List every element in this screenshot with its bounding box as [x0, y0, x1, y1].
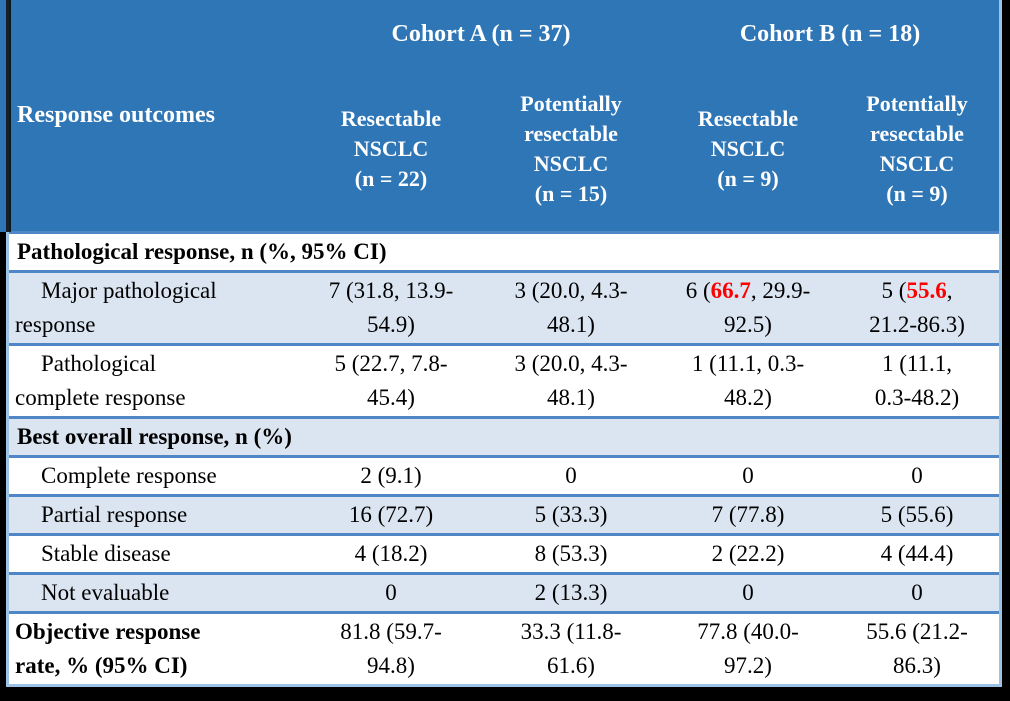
response-outcomes-table: Response outcomes Cohort A (n = 37) Coho…: [9, 0, 1000, 684]
cohort-b-header: Cohort B (n = 18): [661, 0, 1000, 68]
value-cell: 0: [481, 454, 662, 495]
value-cell: 33.3 (11.8- 61.6): [481, 610, 662, 684]
value-cell: 0: [301, 571, 481, 612]
highlighted-value: 66.7: [710, 277, 751, 303]
section-row: Best overall response, n (%): [9, 415, 1000, 456]
data-row: Partial response 16 (72.7) 5 (33.3) 7 (77.8…: [9, 493, 1000, 534]
value-cell: 0: [835, 454, 1000, 495]
value-cell: 2 (9.1): [301, 454, 481, 495]
row-label-cell: Stable disease: [9, 532, 301, 573]
value-cell: 0: [661, 571, 836, 612]
data-row: Pathological complete response 5 (22.7, 7…: [9, 342, 1000, 417]
value-cell: 7 (77.8): [661, 493, 836, 534]
value-cell: 0: [661, 454, 836, 495]
cohort-a-header: Cohort A (n = 37): [301, 0, 662, 68]
table-body: Pathological response, n (%, 95% CI) Majo…: [9, 230, 1000, 684]
row-label-cell: Not evaluable: [9, 571, 301, 612]
value-cell: 7 (31.8, 13.9- 54.9): [301, 269, 481, 344]
value-cell: 55.6 (21.2- 86.3): [835, 610, 1000, 684]
data-row: Major pathological response 7 (31.8, 13.9…: [9, 269, 1000, 344]
value-cell: 3 (20.0, 4.3- 48.1): [481, 269, 662, 344]
section-row: Pathological response, n (%, 95% CI): [9, 230, 1000, 271]
value-cell: 0: [835, 571, 1000, 612]
data-row: Not evaluable 0 2 (13.3) 0 0: [9, 571, 1000, 612]
subgroup-header-row: Resectable NSCLC (n = 22) Potentially re…: [9, 68, 1000, 232]
value-cell: 1 (11.1, 0.3-48.2): [835, 342, 1000, 417]
row-label-cell: Complete response: [9, 454, 301, 495]
row-label-cell: Partial response: [9, 493, 301, 534]
value-cell: 77.8 (40.0- 97.2): [661, 610, 836, 684]
table-header: Response outcomes Cohort A (n = 37) Coho…: [9, 0, 1000, 232]
value-cell: 5 (33.3): [481, 493, 662, 534]
col-header-potentially-resectable-b: Potentially resectable NSCLC (n = 9): [835, 68, 1000, 232]
frame-line: [6, 0, 11, 232]
row-label-cell: Pathological complete response: [9, 342, 301, 417]
value-cell: 8 (53.3): [481, 532, 662, 573]
value-cell: 4 (44.4): [835, 532, 1000, 573]
data-row: Objective response rate, % (95% CI) 81.8 …: [9, 610, 1000, 684]
col-header-resectable-a: Resectable NSCLC (n = 22): [301, 68, 481, 232]
highlighted-value: 55.6: [906, 277, 947, 303]
value-cell: 4 (18.2): [301, 532, 481, 573]
value-cell: 2 (22.2): [661, 532, 836, 573]
value-cell: 5 (55.6): [835, 493, 1000, 534]
row-label-cell: Major pathological response: [9, 269, 301, 344]
value-cell: 5 (55.6, 21.2-86.3): [835, 269, 1000, 344]
section-header-cell: Best overall response, n (%): [9, 415, 1000, 456]
cohort-header-row: Response outcomes Cohort A (n = 37) Coho…: [9, 0, 1000, 232]
table-wrap: Response outcomes Cohort A (n = 37) Coho…: [6, 0, 1002, 687]
section-header-cell: Pathological response, n (%, 95% CI): [9, 230, 1000, 271]
col-header-resectable-b: Resectable NSCLC (n = 9): [661, 68, 836, 232]
col-header-potentially-resectable-a: Potentially resectable NSCLC (n = 15): [481, 68, 662, 232]
row-label-cell: Objective response rate, % (95% CI): [9, 610, 301, 684]
corner-header: Response outcomes: [9, 0, 301, 232]
data-row: Complete response 2 (9.1) 0 0 0: [9, 454, 1000, 495]
value-cell: 3 (20.0, 4.3- 48.1): [481, 342, 662, 417]
value-cell: 81.8 (59.7- 94.8): [301, 610, 481, 684]
value-cell: 2 (13.3): [481, 571, 662, 612]
value-cell: 16 (72.7): [301, 493, 481, 534]
value-cell: 5 (22.7, 7.8- 45.4): [301, 342, 481, 417]
value-cell: 1 (11.1, 0.3- 48.2): [661, 342, 836, 417]
data-row: Stable disease 4 (18.2) 8 (53.3) 2 (22.2) 4 …: [9, 532, 1000, 573]
value-cell: 6 (66.7, 29.9- 92.5): [661, 269, 836, 344]
